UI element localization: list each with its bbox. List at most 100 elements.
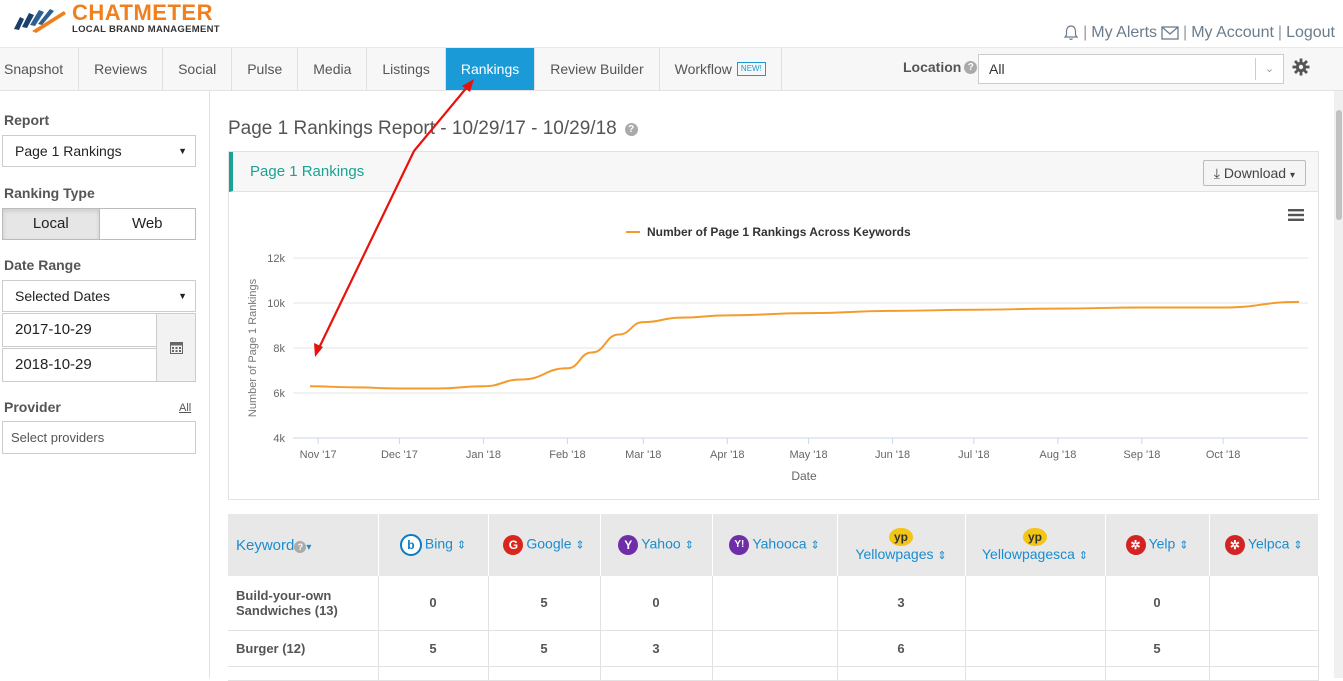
page-title: Page 1 Rankings Report - 10/29/17 - 10/2… <box>228 118 638 140</box>
top-search-input[interactable] <box>1205 4 1323 20</box>
x-tick-label: Nov '17 <box>300 449 337 461</box>
yellowpagesca-header[interactable]: yp Yellowpagesca ⇕ <box>965 514 1106 576</box>
bing-icon: b <box>399 534 422 556</box>
rankings-table: Keyword? ▾ b Bing ⇕ G Google ⇕ Y Yahoo ⇕ Y! Y… <box>228 514 1319 681</box>
yellowpages-value-cell: 3 <box>837 576 966 631</box>
start-date-input[interactable]: 2017-10-29 <box>2 313 157 347</box>
sort-icon: ⇕ <box>937 550 947 562</box>
download-label: Download <box>1223 165 1287 181</box>
x-tick-label: Apr '18 <box>710 449 745 461</box>
google-value-cell: 5 <box>488 630 601 667</box>
y-tick-label: 8k <box>273 343 285 355</box>
link-separator: | <box>1083 24 1088 41</box>
my-alerts-link[interactable]: My Alerts <box>1091 24 1158 41</box>
location-select[interactable]: All ⌄ <box>978 54 1284 84</box>
ranking-local-button[interactable]: Local <box>3 209 100 239</box>
y-axis-title: Number of Page 1 Rankings <box>247 278 259 417</box>
y-tick-label: 4k <box>273 433 285 445</box>
sort-icon: ⇕ <box>456 539 467 552</box>
envelope-icon[interactable] <box>1161 26 1179 40</box>
y-tick-label: 10k <box>267 298 285 310</box>
bing-header[interactable]: b Bing ⇕ <box>378 514 489 576</box>
help-icon[interactable]: ? <box>964 60 978 74</box>
provider-label: Provider <box>4 399 61 415</box>
link-separator: | <box>1277 24 1283 41</box>
yahoo-header[interactable]: Y Yahoo ⇕ <box>600 514 713 576</box>
brand-name: CHATMETER <box>72 0 213 25</box>
tab-workflow[interactable]: Workflow NEW! <box>660 48 782 90</box>
bing-value-cell: 0 <box>378 576 489 631</box>
x-tick-label: Aug '18 <box>1039 449 1076 461</box>
yelp-header-label: Yelp <box>1148 535 1176 552</box>
chevron-down-icon[interactable]: ⌄ <box>1255 58 1283 80</box>
yelp-icon: ✲ <box>1125 535 1146 555</box>
calendar-button[interactable] <box>156 313 196 382</box>
filter-sidebar: Report Page 1 Rankings ▼ Ranking Type Lo… <box>0 91 210 678</box>
date-range-select[interactable]: Selected Dates ▼ <box>2 280 196 312</box>
tab-review-builder[interactable]: Review Builder <box>535 48 660 90</box>
my-account-link[interactable]: My Account <box>1191 24 1274 41</box>
yahooca-icon: Y! <box>729 535 750 555</box>
tab-media[interactable]: Media <box>298 48 368 90</box>
google-header-label: Google <box>526 535 572 552</box>
ranking-type-label: Ranking Type <box>4 185 95 201</box>
legend-label: Number of Page 1 Rankings Across Keyword… <box>647 225 911 239</box>
tab-listings[interactable]: Listings <box>367 48 446 90</box>
sort-icon: ⇕ <box>1078 550 1088 562</box>
sort-desc-icon: ▾ <box>306 541 312 553</box>
new-badge: NEW! <box>736 62 766 76</box>
tab-snapshot[interactable]: Snapshot <box>0 48 80 90</box>
yellowpages-value-cell: 6 <box>837 630 966 667</box>
sort-icon: ⇕ <box>575 539 585 552</box>
x-tick-label: May '18 <box>789 449 827 461</box>
ranking-web-button[interactable]: Web <box>131 215 163 232</box>
calendar-icon <box>169 342 183 354</box>
keyword-header-label: Keyword <box>236 536 295 554</box>
keyword-header[interactable]: Keyword? ▾ <box>228 514 379 576</box>
chart-menu-icon[interactable] <box>1288 209 1304 221</box>
gear-icon[interactable] <box>1292 58 1310 76</box>
x-tick-label: Dec '17 <box>381 449 418 461</box>
table-row: Build-your-own Sandwiches (13) 0 5 0 3 0 <box>228 576 1319 631</box>
yellowpages-icon: yp <box>889 528 913 546</box>
yelpca-value-cell <box>1209 630 1319 667</box>
help-icon[interactable]: ? <box>294 540 307 553</box>
bing-header-label: Bing <box>424 535 453 552</box>
tab-rankings[interactable]: Rankings <box>445 48 536 90</box>
yelp-value-cell: 0 <box>1105 576 1210 631</box>
tab-pulse[interactable]: Pulse <box>232 48 299 90</box>
table-row <box>228 666 1319 681</box>
tab-reviews[interactable]: Reviews <box>79 48 164 90</box>
location-label-text: Location <box>903 59 962 75</box>
series-line <box>309 300 1300 390</box>
end-date-input[interactable]: 2018-10-29 <box>2 348 157 382</box>
date-range-label: Date Range <box>4 257 82 273</box>
report-select[interactable]: Page 1 Rankings ▼ <box>2 135 196 167</box>
yelpca-header[interactable]: ✲ Yelpca ⇕ <box>1209 514 1319 576</box>
download-button[interactable]: ⤓ Download ▾ <box>1202 160 1306 186</box>
yahoo-icon: Y <box>618 535 639 555</box>
help-icon[interactable]: ? <box>624 122 638 136</box>
brand-logo[interactable]: CHATMETER LOCAL BRAND MANAGEMENT <box>10 2 220 35</box>
caret-down-icon: ▼ <box>178 291 187 301</box>
google-header[interactable]: G Google ⇕ <box>488 514 601 576</box>
provider-all-link[interactable]: All <box>179 402 192 414</box>
tab-social[interactable]: Social <box>163 48 233 90</box>
yellowpages-header[interactable]: yp Yellowpages ⇕ <box>837 514 966 576</box>
page-scrollbar[interactable] <box>1334 91 1343 678</box>
provider-select-input[interactable]: Select providers <box>2 421 196 454</box>
yahoo-value-cell: 0 <box>600 576 713 631</box>
yahooca-header[interactable]: Y! Yahooca ⇕ <box>712 514 838 576</box>
yahooca-value-cell <box>712 630 838 667</box>
tab-workflow-label: Workflow <box>674 61 732 77</box>
bell-icon[interactable] <box>1063 24 1079 42</box>
yelp-header[interactable]: ✲ Yelp ⇕ <box>1105 514 1210 576</box>
x-tick-label: Feb '18 <box>549 449 585 461</box>
rankings-line-chart: 4k 6k 8k 10k 12k Nov '17 Dec '17 Jan '18 Feb '18… <box>247 225 1308 483</box>
yellowpagesca-value-cell <box>965 576 1106 631</box>
keyword-cell: Burger (12) <box>228 630 379 667</box>
y-tick-label: 6k <box>273 388 285 400</box>
logout-link[interactable]: Logout <box>1286 24 1335 41</box>
table-row: Burger (12) 5 5 3 6 5 <box>228 630 1319 667</box>
scrollbar-thumb[interactable] <box>1336 110 1342 220</box>
